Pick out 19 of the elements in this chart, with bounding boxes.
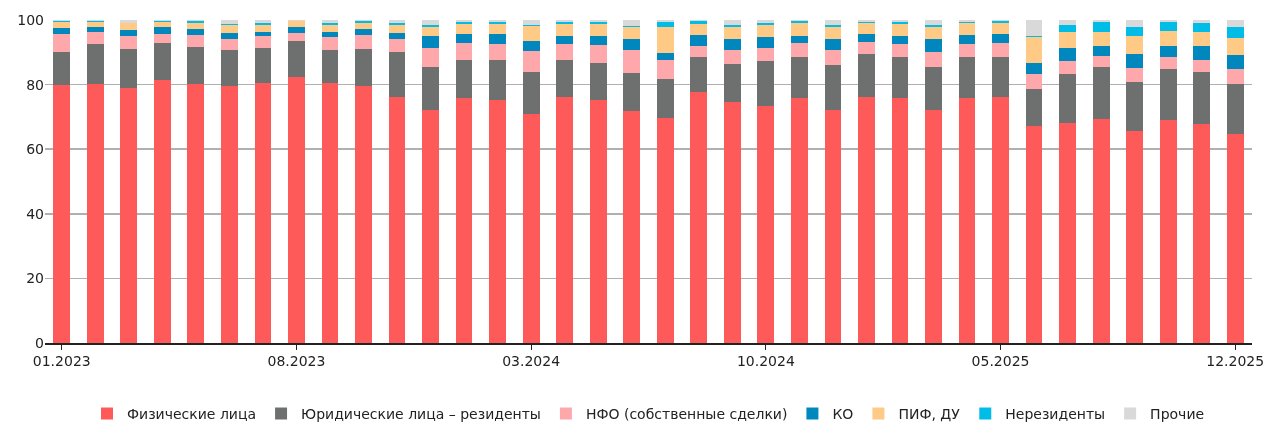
y-tick-label: 60 — [26, 141, 44, 158]
x-tick-label: 05.2025 — [971, 353, 1030, 370]
legend-label: Физические лица — [127, 405, 257, 422]
x-tick-label: 10.2024 — [736, 353, 795, 370]
y-tick-label: 0 — [35, 334, 44, 351]
y-tick-label: 80 — [26, 76, 44, 93]
y-tick-label: 100 — [17, 11, 44, 28]
legend-label: Прочие — [1150, 405, 1205, 422]
y-tick-label: 40 — [26, 205, 44, 222]
legend-label: НФО (собственные сделки) — [585, 405, 788, 422]
x-tick-label: 12.2025 — [1206, 353, 1265, 370]
y-tick-label: 20 — [26, 270, 44, 287]
legend-label: Нерезиденты — [1005, 405, 1106, 422]
legend-label: ПИФ, ДУ — [898, 405, 961, 422]
x-tick-label: 03.2024 — [502, 353, 561, 370]
x-tick-label: 08.2023 — [267, 353, 326, 370]
x-tick-label: 01.2023 — [32, 353, 91, 370]
legend-label: Юридические лица – резиденты — [301, 405, 541, 422]
legend-label: КО — [832, 405, 854, 422]
